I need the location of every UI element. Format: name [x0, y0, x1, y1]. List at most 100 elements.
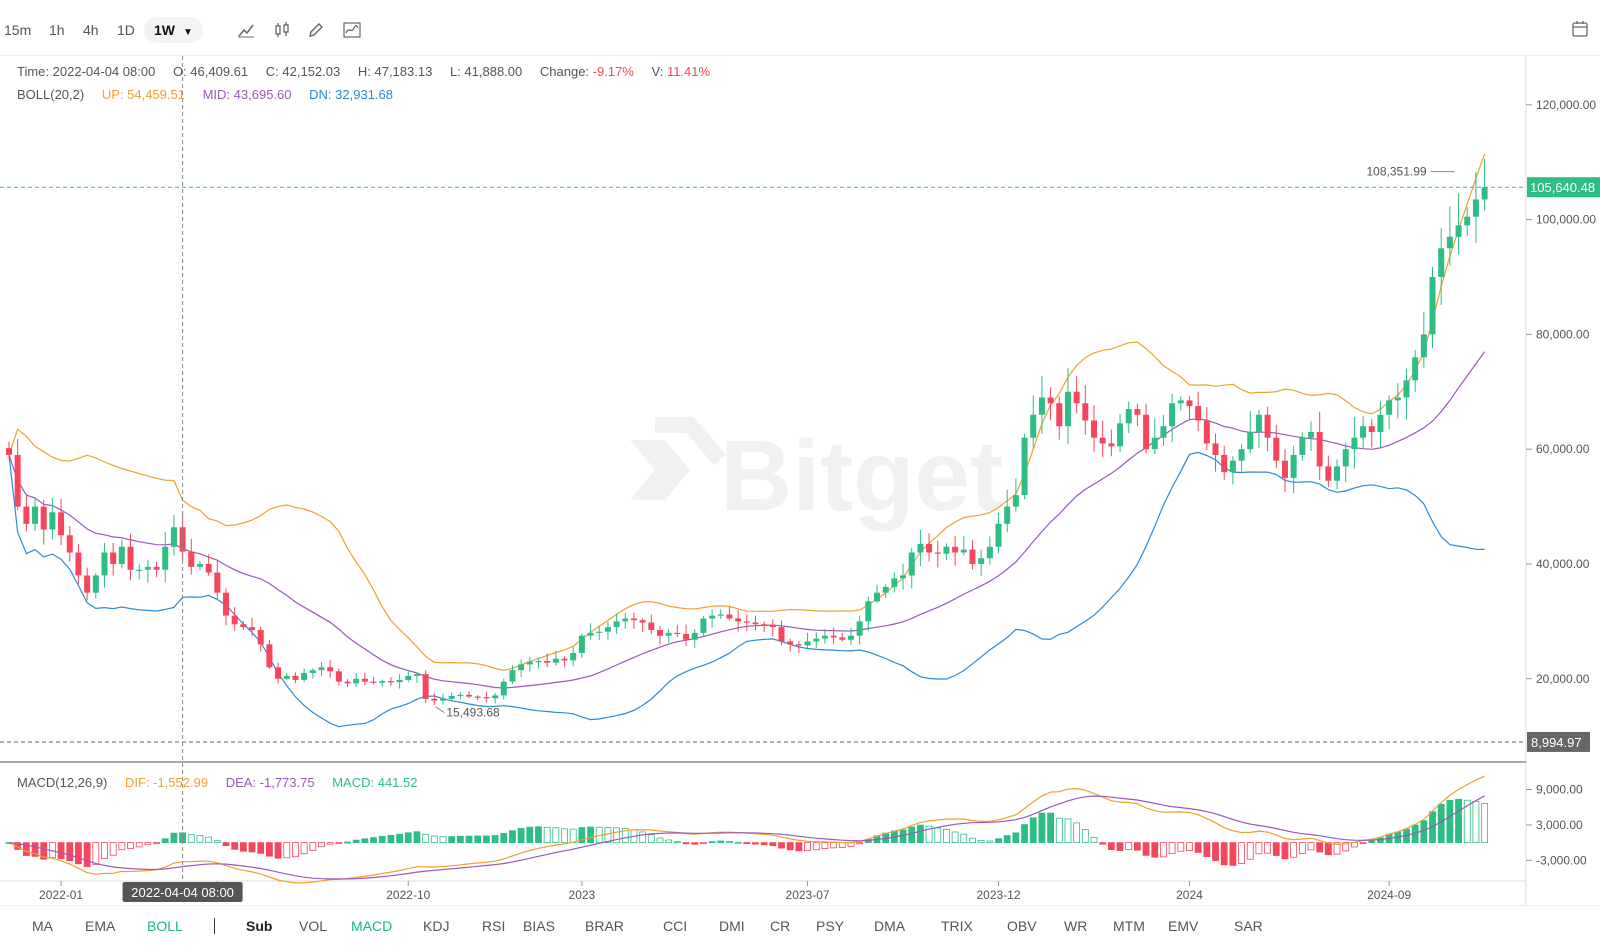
- candle-body: [1308, 431, 1314, 438]
- macd-histogram-bar: [656, 837, 664, 844]
- change-label: Change:: [539, 64, 590, 79]
- macd-histogram-bar: [1472, 801, 1480, 844]
- pencil-icon[interactable]: [306, 20, 326, 40]
- macd-axis: -3,000.00 3,000.00 9,000.00: [1526, 782, 1587, 867]
- candle-body: [882, 586, 889, 593]
- indicator-sar[interactable]: SAR: [1234, 918, 1263, 934]
- timeframe-15m[interactable]: 15m: [4, 22, 32, 38]
- candle-body: [101, 552, 108, 576]
- indicator-cr[interactable]: CR: [770, 918, 791, 934]
- candle-body: [1056, 403, 1063, 427]
- timeframe-1h[interactable]: 1h: [49, 22, 65, 38]
- candle-body: [379, 681, 386, 683]
- indicator-ma[interactable]: MA: [32, 918, 53, 934]
- candle-body: [483, 697, 490, 699]
- line-chart-icon[interactable]: [236, 20, 256, 40]
- candle-body: [1429, 276, 1436, 335]
- indicator-ema[interactable]: EMA: [85, 918, 116, 934]
- macd-histogram-bar: [1455, 798, 1462, 844]
- macd-histogram-bar: [708, 841, 716, 844]
- macd-histogram-bar: [821, 842, 829, 849]
- macd-name: MACD(12,26,9): [17, 775, 108, 790]
- indicator-wr[interactable]: WR: [1064, 918, 1088, 934]
- macd-histogram-bar: [1203, 842, 1211, 857]
- candle-body: [1420, 334, 1427, 358]
- macd-histogram-bar: [1064, 818, 1072, 844]
- indicator-emv[interactable]: EMV: [1168, 918, 1199, 934]
- candle-body: [318, 667, 325, 671]
- candlestick-icon[interactable]: [272, 20, 292, 40]
- indicator-cci[interactable]: CCI: [663, 918, 688, 934]
- candle-body: [900, 575, 907, 579]
- indicator-rsi[interactable]: RSI: [482, 918, 506, 934]
- candle-body: [674, 632, 681, 635]
- candle-body: [865, 601, 872, 622]
- indicator-macd[interactable]: MACD: [351, 918, 393, 934]
- candle-body: [639, 620, 646, 623]
- macd-histogram-bar: [1220, 842, 1228, 866]
- indicator-trix[interactable]: TRIX: [941, 918, 973, 934]
- indicator-mtm[interactable]: MTM: [1113, 918, 1145, 934]
- indicator-kdj[interactable]: KDJ: [423, 918, 450, 934]
- candle-body: [1386, 400, 1393, 415]
- indicator-bias[interactable]: BIAS: [523, 918, 555, 934]
- macd-histogram-bar: [144, 842, 152, 846]
- candle-body: [735, 618, 742, 622]
- macd-histogram-bar: [378, 835, 386, 844]
- timeframe-1d[interactable]: 1D: [117, 22, 135, 38]
- candle-body: [1073, 391, 1080, 404]
- candle-body: [1169, 403, 1176, 427]
- indicator-dmi[interactable]: DMI: [719, 918, 745, 934]
- macd-histogram-bar: [170, 832, 178, 844]
- indicator-brar[interactable]: BRAR: [585, 918, 624, 934]
- macd-histogram-bar: [257, 842, 265, 854]
- chart-area[interactable]: Bitget 20,000.00 40,000.00 60,000.00 80,000…: [0, 56, 1600, 905]
- candle-body: [604, 627, 611, 632]
- candle-body: [1047, 397, 1054, 404]
- macd-histogram-bar: [344, 841, 351, 844]
- macd-histogram-bar: [135, 842, 143, 848]
- candle-body: [492, 695, 499, 699]
- macd-histogram-bar: [239, 842, 247, 852]
- candle-body: [578, 635, 585, 653]
- candle-body: [396, 679, 403, 683]
- macd-histogram-bar: [908, 826, 916, 844]
- macd-histogram-bar: [561, 828, 568, 844]
- macd-histogram-bar: [977, 840, 985, 844]
- candle-body: [778, 627, 785, 642]
- candle-body: [1238, 449, 1245, 461]
- candle-body: [657, 629, 663, 636]
- calendar-icon[interactable]: [1570, 19, 1590, 39]
- indicator-boll[interactable]: BOLL: [147, 918, 183, 934]
- indicator-obv[interactable]: OBV: [1007, 918, 1037, 934]
- timeframe-4h[interactable]: 4h: [83, 22, 99, 38]
- macd-histogram-bar: [370, 837, 377, 844]
- indicator-icon[interactable]: [342, 20, 362, 40]
- macd-tick-label: 9,000.00: [1536, 782, 1583, 796]
- macd-histogram-bar: [187, 834, 195, 844]
- indicator-psy[interactable]: PSY: [816, 918, 845, 934]
- timeframe-1w[interactable]: 1W ▼: [144, 17, 203, 43]
- macd-histogram-bar: [439, 836, 447, 844]
- close-label: C:: [265, 64, 279, 79]
- macd-histogram-bar: [943, 829, 950, 844]
- indicator-dma[interactable]: DMA: [874, 918, 906, 934]
- macd-histogram-bar: [1012, 832, 1020, 844]
- candle-body: [839, 637, 846, 640]
- candle-body: [405, 675, 412, 680]
- macd-histogram-bar: [309, 842, 317, 851]
- macd-histogram-bar: [222, 842, 230, 846]
- macd-histogram-bar: [456, 835, 464, 844]
- macd-histogram-bar: [1316, 842, 1324, 853]
- candle-body: [58, 512, 65, 536]
- macd-histogram-bar: [500, 832, 508, 844]
- indicator-vol[interactable]: VOL: [299, 918, 328, 934]
- macd-dea-line: [8, 795, 1485, 880]
- macd-histogram-bar: [265, 842, 273, 857]
- candle-body: [249, 627, 256, 630]
- dea-value: -1,773.75: [259, 775, 315, 790]
- candle-body: [75, 552, 82, 576]
- macd-histogram-bar: [1099, 842, 1107, 845]
- macd-histogram-bar: [22, 842, 30, 856]
- macd-histogram-bar: [1021, 824, 1028, 844]
